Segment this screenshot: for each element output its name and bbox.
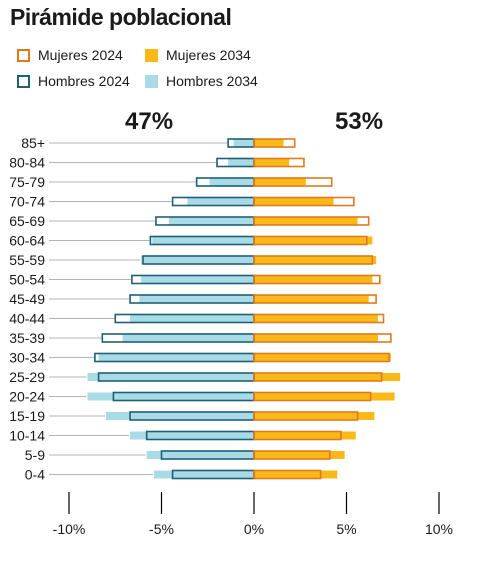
bar-mujeres-2034 [254,334,378,342]
bar-hombres-2034 [154,470,254,479]
legend-item-mujeres-2034: Mujeres 2034 [145,47,251,63]
bar-mujeres-2024 [253,138,296,148]
bar-mujeres-2024 [253,255,374,265]
legend-swatch-outline-teal [17,74,30,88]
mujeres-total-percent: 53% [335,108,384,135]
legend-label: Mujeres 2024 [38,47,123,63]
bar-mujeres-2034 [254,236,373,245]
bar-mujeres-2024 [253,411,359,421]
age-group-label: 50-54 [9,272,45,288]
age-group-label: 55-59 [9,252,45,268]
bar-mujeres-2024 [253,274,381,285]
age-group-label: 60-64 [9,233,45,249]
age-group-label: 35-39 [9,330,45,346]
age-group-label: 30-34 [9,350,45,366]
bar-mujeres-2034 [254,178,306,186]
legend-swatch-outline-orange [17,48,30,62]
bar-mujeres-2034 [254,470,338,479]
bar-hombres-2034 [187,197,254,206]
age-group-label: 45-49 [9,291,45,307]
bar-hombres-2034 [98,353,254,362]
legend-swatch-fill-yellow [145,48,158,62]
x-tick-label: 5% [336,521,356,537]
age-group-label: 25-29 [9,369,45,385]
bar-mujeres-2034 [254,139,284,147]
chart-title: Pirámide poblacional [10,4,232,30]
legend-label: Hombres 2034 [166,73,258,89]
bar-mujeres-2034 [254,373,401,381]
hombres-total-percent: 47% [125,108,174,135]
bar-mujeres-2024 [253,196,355,207]
bar-mujeres-2024 [253,469,322,480]
legend-item-hombres-2034: Hombres 2034 [145,73,258,89]
bar-mujeres-2024 [253,157,305,168]
bar-mujeres-2034 [254,275,373,284]
bar-mujeres-2034 [254,353,391,362]
bar-hombres-2034 [233,139,254,147]
bar-hombres-2034 [87,392,254,401]
age-group-label: 0-4 [25,467,45,483]
legend-item-hombres-2024: Hombres 2024 [17,73,130,89]
age-group-label: 75-79 [9,174,45,190]
age-group-label: 10-14 [9,428,45,444]
bar-mujeres-2024 [253,430,342,441]
bar-mujeres-2024 [253,216,370,226]
age-group-label: 15-19 [9,408,45,424]
x-tick-label: 10% [425,521,453,537]
bar-mujeres-2034 [254,295,369,303]
bar-mujeres-2024 [253,372,383,382]
bar-mujeres-2034 [254,158,290,167]
bar-mujeres-2024 [253,313,385,324]
legend-item-mujeres-2024: Mujeres 2024 [17,47,123,63]
bar-mujeres-2034 [254,392,395,401]
x-tick-label: -5% [149,521,174,537]
bar-mujeres-2024 [253,391,372,402]
x-tick-label: 0% [244,521,264,537]
bar-hombres-2034 [130,431,254,440]
bar-hombres-2034 [122,334,255,342]
bar-hombres-2034 [130,314,254,323]
legend-label: Hombres 2024 [38,73,130,89]
bar-mujeres-2034 [254,314,378,323]
x-tick-label: -10% [53,521,86,537]
bar-mujeres-2034 [254,451,345,459]
bar-mujeres-2034 [254,197,334,206]
legend-swatch-fill-lightblue [145,74,158,88]
age-group-label: 80-84 [9,155,45,171]
bar-mujeres-2034 [254,431,356,440]
legend-label: Mujeres 2034 [166,47,251,63]
age-group-label: 5-9 [25,447,45,463]
age-group-label: 65-69 [9,213,45,229]
bar-mujeres-2024 [253,294,377,304]
age-group-label: 70-74 [9,194,45,210]
bar-mujeres-2024 [253,177,333,187]
bar-mujeres-2034 [254,256,377,264]
bar-hombres-2034 [146,451,254,459]
bar-mujeres-2024 [253,333,392,343]
bar-hombres-2034 [87,373,254,381]
bar-hombres-2034 [141,256,254,264]
bar-hombres-2034 [209,178,254,186]
bar-hombres-2034 [152,236,254,245]
age-group-label: 85+ [21,135,45,151]
bar-hombres-2034 [228,158,254,167]
bar-mujeres-2024 [253,352,390,363]
bar-mujeres-2034 [254,217,358,225]
age-group-label: 20-24 [9,389,45,405]
age-group-label: 40-44 [9,311,45,327]
bar-mujeres-2024 [253,235,368,246]
bar-hombres-2034 [106,412,254,420]
bar-mujeres-2034 [254,412,375,420]
bar-hombres-2034 [168,217,254,225]
bar-hombres-2034 [141,275,254,284]
bar-hombres-2034 [139,295,254,303]
bar-mujeres-2024 [253,450,331,460]
